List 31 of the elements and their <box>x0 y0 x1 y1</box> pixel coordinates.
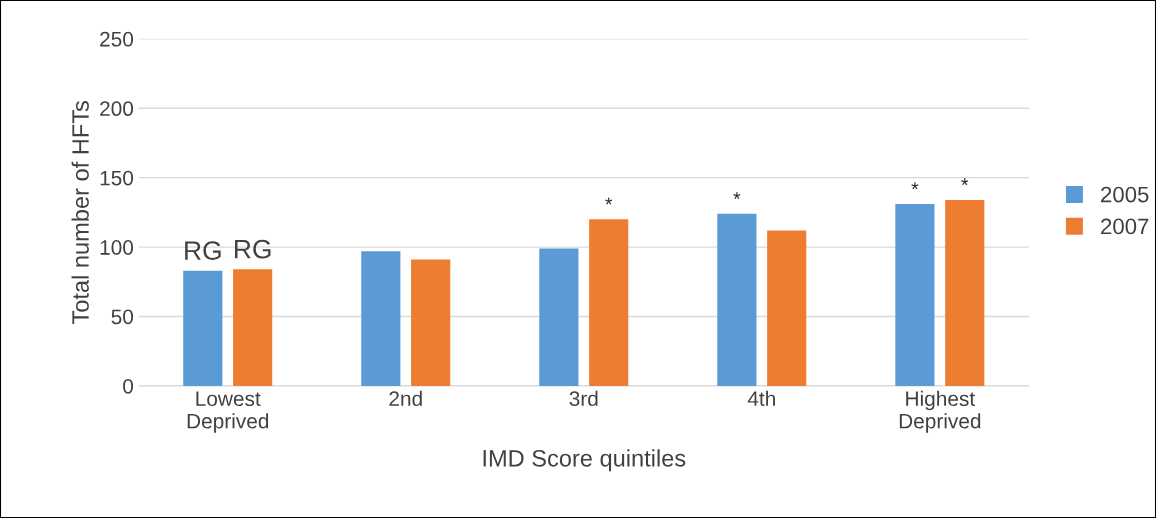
bar <box>233 269 273 386</box>
y-tick-label: 0 <box>123 378 134 394</box>
data-label: * <box>911 182 919 190</box>
bar <box>767 230 807 386</box>
y-tick-label: 100 <box>100 240 134 255</box>
x-tick-label: Lowest Deprived <box>187 391 269 433</box>
bar <box>183 270 223 386</box>
y-tick-label: 250 <box>100 31 134 47</box>
data-label: * <box>605 197 613 205</box>
bar <box>945 199 985 386</box>
x-axis-title: IMD Score quintiles <box>483 449 686 472</box>
y-tick-label: 150 <box>100 170 134 186</box>
bar <box>717 213 757 386</box>
bar <box>589 219 629 386</box>
x-tick-label: 3rd <box>569 390 598 407</box>
data-label: * <box>961 178 969 186</box>
x-tick-label: Highest Deprived <box>899 390 981 433</box>
y-axis-title: Total number of HFTs <box>71 101 89 325</box>
data-label: RG <box>185 241 221 260</box>
bar <box>895 204 935 386</box>
data-label: * <box>733 192 741 200</box>
y-tick-label: 200 <box>100 101 134 117</box>
bar <box>361 251 401 386</box>
y-tick-label: 50 <box>111 309 134 325</box>
legend-label: 2005 <box>1101 186 1149 203</box>
x-tick-label: 2nd <box>389 390 422 407</box>
bar <box>539 248 579 386</box>
legend-label: 2007 <box>1101 218 1149 235</box>
bar <box>411 259 451 386</box>
x-tick-label: 4th <box>747 390 775 407</box>
data-label: RG <box>235 239 271 259</box>
